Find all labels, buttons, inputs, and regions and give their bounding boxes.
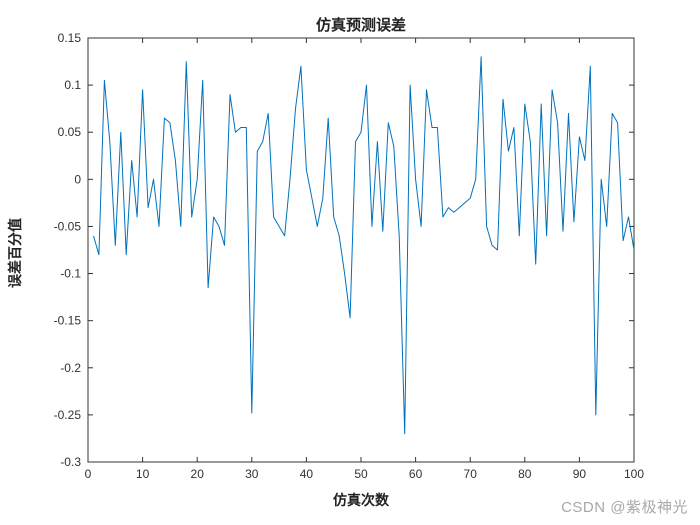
x-tick-label: 70 xyxy=(464,467,478,481)
chart-title: 仿真预测误差 xyxy=(315,17,406,34)
y-tick-label: -0.3 xyxy=(60,455,81,469)
x-tick-label: 80 xyxy=(518,467,532,481)
x-tick-label: 50 xyxy=(354,467,368,481)
error-series-line xyxy=(93,56,635,435)
y-axis-label: 误差百分值 xyxy=(7,218,23,288)
x-tick-label: 100 xyxy=(624,467,644,481)
y-tick-label: 0.1 xyxy=(64,78,81,92)
x-tick-label: 90 xyxy=(573,467,587,481)
x-axis-label: 仿真次数 xyxy=(333,492,389,508)
y-tick-label: -0.15 xyxy=(54,314,82,328)
x-tick-label: 10 xyxy=(136,467,150,481)
y-tick-label: 0 xyxy=(74,172,81,186)
x-tick-label: 40 xyxy=(300,467,314,481)
x-tick-label: 20 xyxy=(191,467,205,481)
y-tick-label: -0.25 xyxy=(54,408,82,422)
watermark-text: CSDN @紫极神光 xyxy=(561,499,688,516)
x-tick-label: 0 xyxy=(85,467,92,481)
y-tick-label: -0.2 xyxy=(60,361,81,375)
x-tick-label: 60 xyxy=(409,467,423,481)
y-tick-label: 0.15 xyxy=(58,31,82,45)
y-tick-label: -0.05 xyxy=(54,219,82,233)
y-tick-label: 0.05 xyxy=(58,125,82,139)
x-tick-label: 30 xyxy=(245,467,259,481)
y-tick-label: -0.1 xyxy=(60,267,81,281)
